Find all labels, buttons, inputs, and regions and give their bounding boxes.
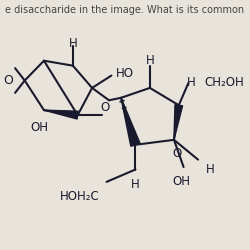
Text: CH₂OH: CH₂OH bbox=[205, 76, 244, 90]
Text: H: H bbox=[146, 54, 154, 67]
Text: OH: OH bbox=[172, 175, 190, 188]
Text: HOH₂C: HOH₂C bbox=[60, 190, 100, 203]
Text: H: H bbox=[206, 163, 214, 176]
Text: OH: OH bbox=[30, 121, 48, 134]
Text: e disaccharide in the image. What is its common: e disaccharide in the image. What is its… bbox=[6, 5, 244, 15]
Text: O: O bbox=[101, 101, 110, 114]
Text: H: H bbox=[68, 37, 77, 50]
Polygon shape bbox=[121, 98, 140, 146]
Text: HO: HO bbox=[116, 66, 134, 80]
Text: O: O bbox=[3, 74, 13, 87]
Text: H: H bbox=[186, 76, 195, 90]
Text: O: O bbox=[173, 147, 182, 160]
Text: H: H bbox=[131, 178, 140, 191]
Polygon shape bbox=[174, 105, 182, 140]
Polygon shape bbox=[44, 110, 78, 119]
